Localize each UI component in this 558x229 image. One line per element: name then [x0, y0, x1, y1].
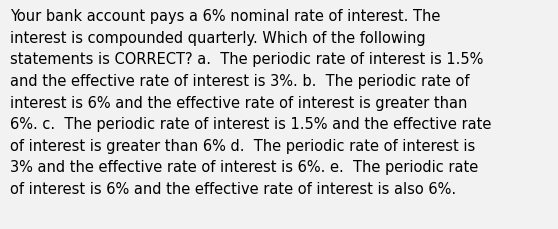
Text: Your bank account pays a 6% nominal rate of interest. The
interest is compounded: Your bank account pays a 6% nominal rate… [10, 9, 492, 196]
